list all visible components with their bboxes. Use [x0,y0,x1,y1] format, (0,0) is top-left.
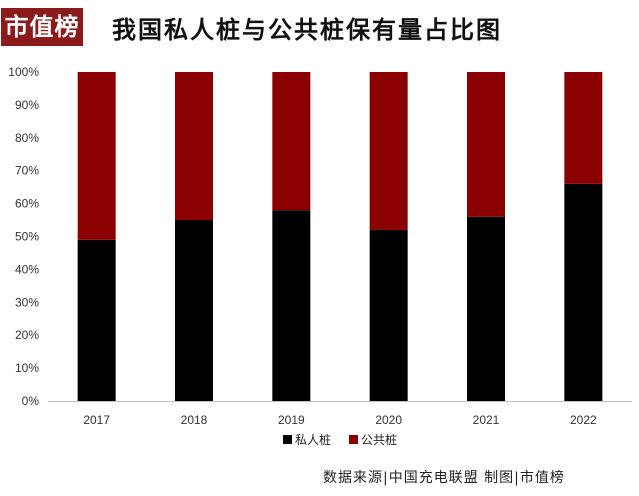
bar-public-2021 [467,72,505,217]
legend-label: 公共桩 [361,432,397,447]
x-tick-label: 2017 [83,413,110,427]
y-tick-label: 90% [15,98,39,112]
y-tick-label: 10% [15,361,39,375]
bar-private-2021 [467,216,505,401]
y-tick-label: 40% [15,262,39,276]
bar-private-2022 [564,183,603,401]
y-tick-label: 70% [15,164,39,178]
x-tick-label: 2019 [278,413,305,427]
legend-swatch [349,435,358,444]
x-tick-label: 2021 [473,413,500,427]
y-tick-label: 20% [15,328,39,342]
y-tick-label: 0% [22,394,40,408]
bar-public-2022 [564,72,603,184]
bar-public-2019 [272,72,311,211]
bar-private-2017 [77,239,116,401]
y-tick-label: 100% [8,65,39,79]
bar-public-2018 [175,72,213,221]
y-tick-label: 30% [15,295,39,309]
x-tick-label: 2022 [570,413,597,427]
x-tick-label: 2020 [375,413,402,427]
brand-logo: 市值榜 [1,8,83,46]
bar-public-2020 [369,72,408,230]
y-tick-label: 50% [15,230,39,244]
legend-swatch [283,435,292,444]
y-tick-label: 60% [15,197,39,211]
legend-label: 私人桩 [295,432,331,447]
source-note: 数据来源|中国充电联盟 制图|市值榜 [323,470,565,486]
y-tick-label: 80% [15,131,39,145]
chart-title: 我国私人桩与公共桩保有量占比图 [112,15,502,44]
bar-public-2017 [77,72,116,240]
bar-private-2019 [272,210,311,401]
x-tick-label: 2018 [181,413,208,427]
bar-private-2018 [175,220,213,401]
bar-private-2020 [369,229,408,401]
